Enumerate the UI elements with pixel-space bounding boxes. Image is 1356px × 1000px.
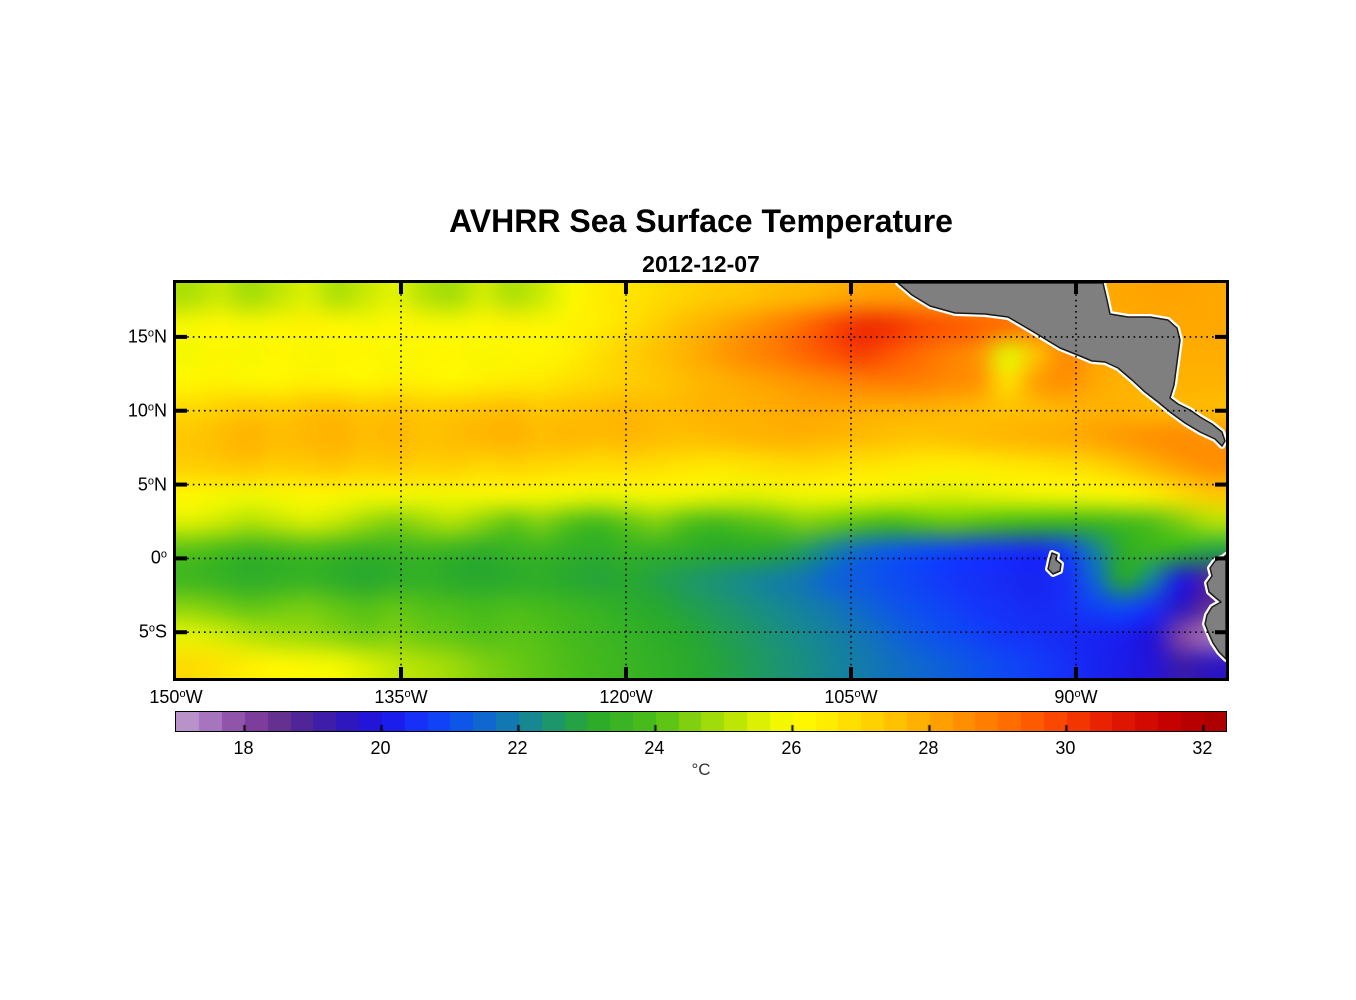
colorbar-tick-label-24: 24	[644, 738, 665, 758]
degree-superscript: o	[147, 401, 154, 414]
axis-tick-left	[176, 556, 187, 561]
colorbar-tick-label-32: 32	[1192, 738, 1213, 758]
degree-superscript: o	[148, 622, 155, 635]
lat-tick-label-0eq: 0o	[150, 547, 167, 568]
axis-tick-left	[176, 408, 187, 413]
axis-tick-top	[399, 283, 403, 294]
axis-tick-left	[176, 334, 187, 339]
axis-tick-bottom	[399, 667, 403, 678]
lat-tick-label-15N: 15oN	[127, 326, 167, 347]
chart-title: AVHRR Sea Surface Temperature	[449, 203, 953, 239]
land-shape-central-america	[897, 283, 1226, 447]
degree-superscript: o	[404, 688, 411, 700]
axis-tick-top	[849, 283, 853, 294]
colorbar	[175, 711, 1227, 732]
axis-tick-left	[176, 630, 187, 635]
lat-tick-label-10N: 10oN	[127, 400, 167, 421]
map-overlay-svg	[176, 283, 1226, 678]
degree-superscript: o	[1074, 688, 1081, 700]
lon-tick-label-90W: 90oW	[1054, 687, 1098, 707]
degree-superscript: o	[147, 327, 154, 340]
axis-tick-top	[1074, 283, 1078, 294]
lat-tick-label-5S: 5oS	[138, 621, 167, 642]
colorbar-unit-label: °C	[691, 760, 711, 779]
lat-tick-label-5N: 5oN	[137, 474, 167, 495]
degree-superscript: o	[854, 688, 861, 700]
lon-tick-label-150W: 150oW	[149, 687, 203, 707]
axis-tick-right	[1215, 556, 1226, 561]
degree-superscript: o	[179, 688, 186, 700]
axis-tick-bottom	[624, 667, 628, 678]
axis-tick-right	[1215, 408, 1226, 413]
colorbar-tick-label-30: 30	[1055, 738, 1076, 758]
colorbar-tick-label-22: 22	[507, 738, 528, 758]
axis-tick-bottom	[1074, 667, 1078, 678]
degree-superscript: o	[629, 688, 636, 700]
lon-tick-label-135W: 135oW	[374, 687, 428, 707]
colorbar-tick-label-18: 18	[233, 738, 254, 758]
colorbar-canvas	[176, 712, 1226, 731]
axis-tick-top	[624, 283, 628, 294]
lon-tick-label-120W: 120oW	[599, 687, 653, 707]
chart-subtitle: 2012-12-07	[642, 251, 760, 277]
colorbar-tick-label-26: 26	[781, 738, 802, 758]
axis-tick-right	[1215, 630, 1226, 635]
heatmap-canvas	[176, 283, 1226, 678]
axis-tick-right	[1215, 482, 1226, 487]
degree-superscript: o	[147, 475, 154, 488]
axis-tick-bottom	[849, 667, 853, 678]
axis-tick-right	[1215, 334, 1226, 339]
degree-superscript: o	[160, 548, 167, 561]
land-shape-galapagos-islands	[1047, 552, 1062, 575]
colorbar-tick-label-28: 28	[918, 738, 939, 758]
axis-tick-left	[176, 482, 187, 487]
lon-tick-label-105W: 105oW	[824, 687, 878, 707]
colorbar-tick-label-20: 20	[370, 738, 391, 758]
sst-map	[173, 280, 1229, 681]
